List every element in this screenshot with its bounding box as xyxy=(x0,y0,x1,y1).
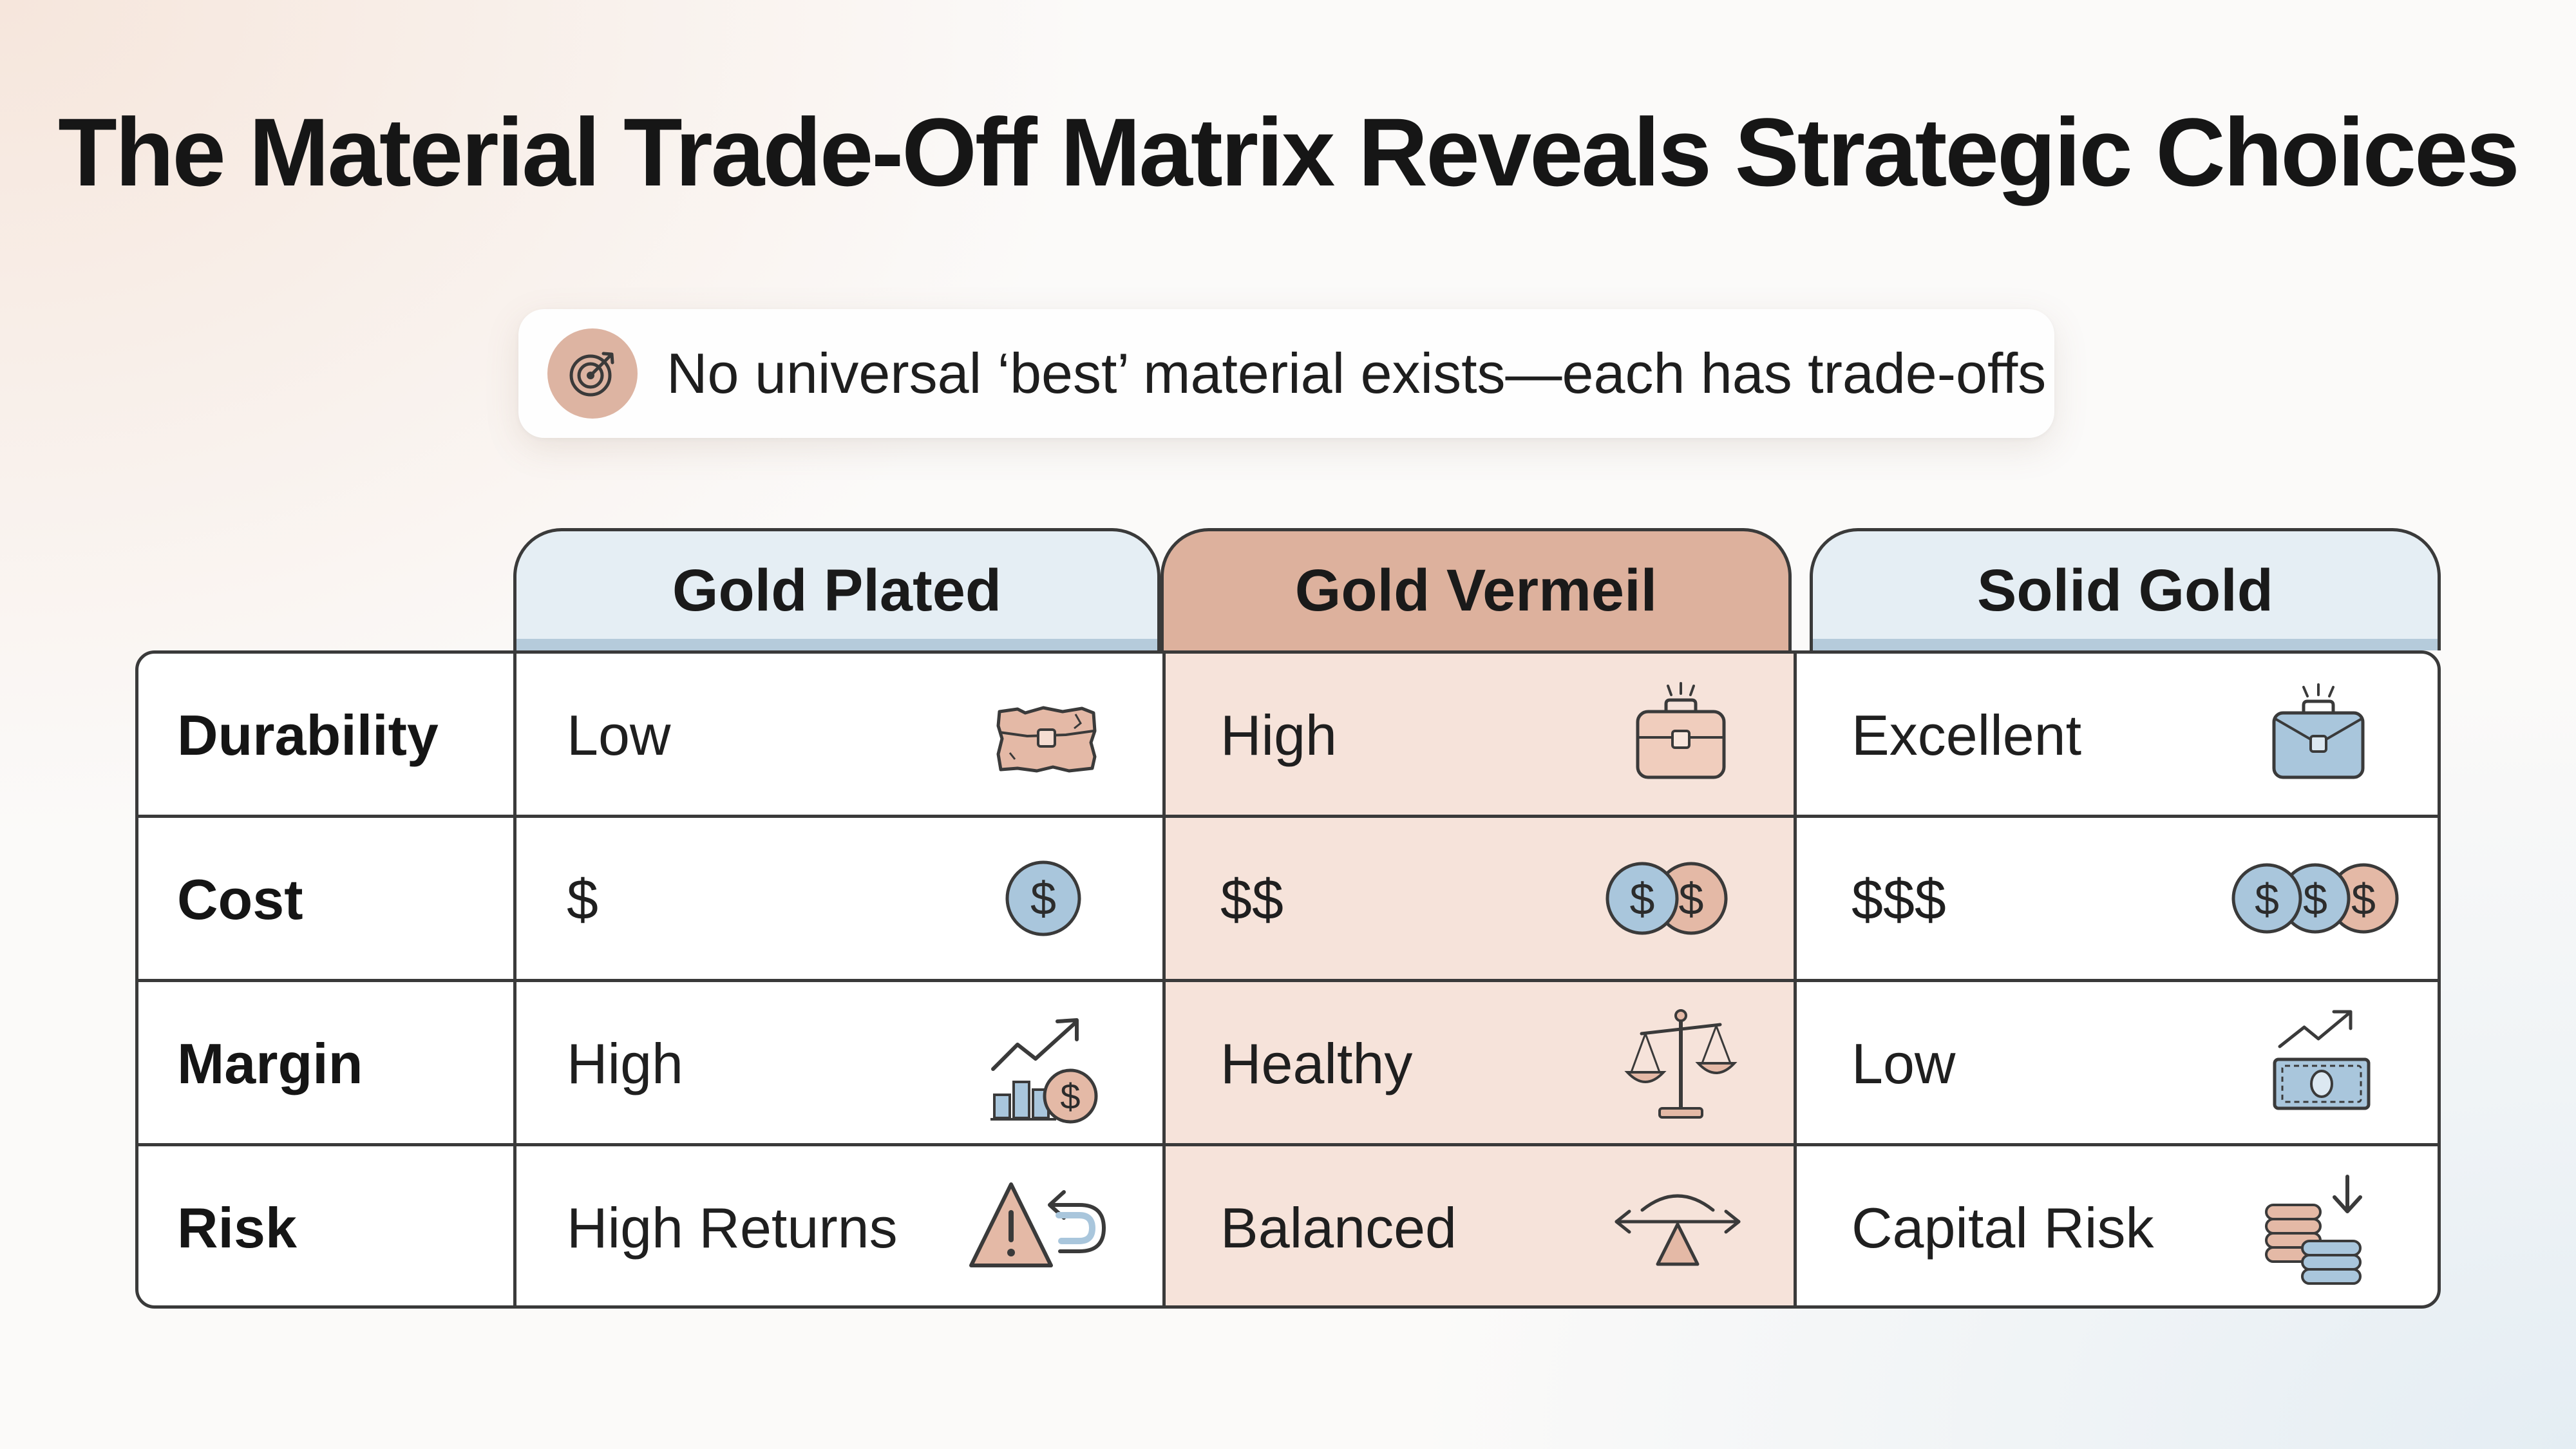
row-label-risk: Risk xyxy=(177,1195,297,1260)
sturdy-bag-icon xyxy=(1636,682,1726,779)
cell-risk-vermeil: Balanced xyxy=(1220,1195,1457,1260)
one-coin-icon: $ xyxy=(1005,860,1081,936)
cell-durability-solid: Excellent xyxy=(1852,703,2082,767)
cell-durability-plated: Low xyxy=(567,703,671,767)
column-header-gold-vermeil: Gold Vermeil xyxy=(1160,528,1792,650)
balance-scale-icon xyxy=(1624,1009,1738,1119)
column-header-solid-gold: Solid Gold xyxy=(1810,528,2441,650)
row-label-durability: Durability xyxy=(177,703,439,767)
two-coins-icon: $ $ xyxy=(1605,862,1728,935)
coin-stack-down-icon xyxy=(2265,1175,2362,1285)
cell-cost-solid: $$$ xyxy=(1852,867,1946,931)
svg-text:$: $ xyxy=(2255,875,2279,924)
three-coins-icon: $ $ $ xyxy=(2231,863,2399,934)
insight-callout: No universal ‘best’ material exists—each… xyxy=(518,309,2054,438)
column-header-label: Solid Gold xyxy=(1977,558,2273,623)
column-header-label: Gold Vermeil xyxy=(1294,558,1658,623)
cell-risk-solid: Capital Risk xyxy=(1852,1195,2154,1260)
cell-durability-vermeil: High xyxy=(1220,703,1337,767)
cell-risk-plated: High Returns xyxy=(567,1195,898,1260)
row-label-cost: Cost xyxy=(177,867,303,931)
svg-text:$: $ xyxy=(1030,873,1056,925)
svg-text:$: $ xyxy=(1060,1076,1080,1117)
seesaw-icon xyxy=(1615,1194,1741,1266)
svg-text:$: $ xyxy=(1679,874,1704,924)
column-header-label: Gold Plated xyxy=(672,558,1002,623)
cell-margin-solid: Low xyxy=(1852,1031,1956,1095)
svg-text:$: $ xyxy=(2303,875,2327,924)
cell-cost-plated: $ xyxy=(567,867,598,931)
cell-margin-vermeil: Healthy xyxy=(1220,1031,1413,1095)
cell-cost-vermeil: $$ xyxy=(1220,867,1283,931)
page-title: The Material Trade-Off Matrix Reveals St… xyxy=(58,98,2520,206)
row-label-margin: Margin xyxy=(177,1031,363,1095)
callout-text: No universal ‘best’ material exists—each… xyxy=(667,341,2047,405)
svg-text:$: $ xyxy=(1630,874,1655,924)
trade-off-matrix: Durability Cost Margin Risk Low High Exc… xyxy=(135,650,2441,1309)
target-icon xyxy=(547,328,638,419)
svg-text:$: $ xyxy=(2351,875,2376,924)
column-header-gold-plated: Gold Plated xyxy=(513,528,1160,650)
warning-return-icon xyxy=(969,1182,1106,1267)
banknote-trend-icon xyxy=(2273,1010,2371,1110)
shining-bag-icon xyxy=(2272,683,2365,779)
growth-chart-coin-icon: $ xyxy=(990,1018,1098,1124)
cell-margin-plated: High xyxy=(567,1031,683,1095)
worn-bag-icon xyxy=(996,706,1097,773)
